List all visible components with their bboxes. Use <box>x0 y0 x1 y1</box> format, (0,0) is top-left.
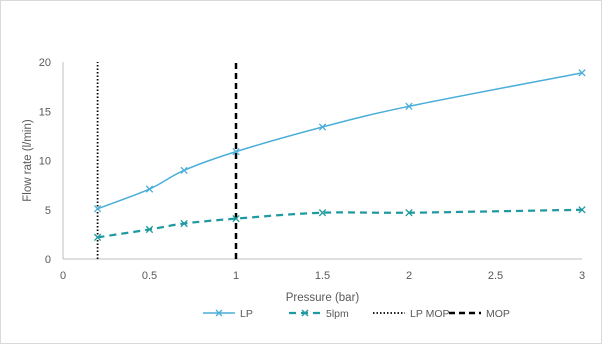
legend-label: LP <box>240 308 253 320</box>
x-tick-label: 2 <box>406 270 412 282</box>
data-point <box>180 219 188 228</box>
series-line <box>97 72 583 210</box>
x-marker-stroke <box>93 205 102 213</box>
legend-label: 5lpm <box>326 308 349 320</box>
data-point <box>93 205 102 213</box>
data-point <box>318 209 327 217</box>
x-marker-stroke <box>232 147 240 156</box>
x-marker-stroke <box>232 214 240 223</box>
data-point <box>405 102 413 110</box>
y-tick-label: 0 <box>45 254 51 266</box>
series-layer <box>93 69 586 241</box>
x-marker-stroke <box>145 225 154 234</box>
x-marker-stroke <box>93 233 102 241</box>
x-marker-stroke <box>578 206 586 214</box>
legend-item: LP <box>203 308 253 320</box>
x-marker-stroke <box>318 209 327 217</box>
x-marker-stroke <box>301 309 309 317</box>
x-marker-stroke <box>145 185 154 193</box>
x-tick-label: 2.5 <box>488 270 503 282</box>
x-tick-label: 3 <box>579 270 585 282</box>
x-tick-label: 1 <box>233 270 239 282</box>
legend-label: MOP <box>486 308 510 320</box>
y-tick-label: 5 <box>45 205 51 217</box>
x-marker-stroke <box>180 166 188 175</box>
x-axis-title: Pressure (bar) <box>286 292 360 304</box>
legend-item: 5lpm <box>289 308 349 320</box>
x-marker-stroke <box>215 309 223 317</box>
data-point <box>145 185 154 193</box>
legend-label: LP MOP <box>410 308 450 320</box>
data-point <box>93 233 102 241</box>
y-tick-label: 10 <box>39 156 51 168</box>
series-5lpm <box>93 206 586 241</box>
x-marker-stroke <box>405 209 413 217</box>
data-point <box>318 123 327 131</box>
x-marker-stroke <box>180 219 188 228</box>
data-point <box>232 214 240 223</box>
x-marker-stroke <box>405 102 413 110</box>
x-marker-stroke <box>318 123 327 131</box>
data-point <box>145 225 154 234</box>
data-point <box>405 209 413 217</box>
x-marker-stroke <box>578 69 586 77</box>
data-point <box>578 69 586 77</box>
y-axis-title: Flow rate (l/min) <box>22 119 34 202</box>
y-tick-label: 15 <box>39 106 51 118</box>
series-line <box>97 208 583 239</box>
legend-item: LP MOP <box>373 308 450 320</box>
legend: LP 5lpm LP MOP MOP <box>203 308 510 320</box>
y-tick-label: 20 <box>39 57 51 69</box>
x-tick-label: 0.5 <box>142 270 157 282</box>
data-point <box>232 147 240 156</box>
series-lp <box>93 69 586 213</box>
legend-item: MOP <box>449 308 510 320</box>
x-tick-label: 1.5 <box>315 270 330 282</box>
reference-lines <box>96 62 238 259</box>
axes <box>62 62 582 260</box>
x-tick-label: 0 <box>60 270 66 282</box>
tick-labels: 0 5 10 15 20 0 0.5 1 1.5 2 2.5 3 <box>39 57 585 282</box>
data-point <box>578 206 586 214</box>
data-point <box>180 166 188 175</box>
